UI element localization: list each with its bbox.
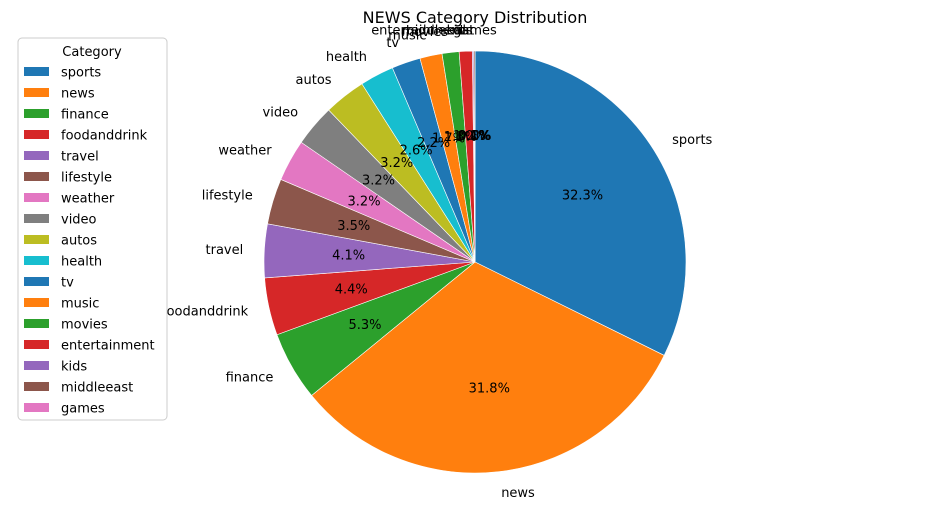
slice-percent-lifestyle: 3.5% bbox=[337, 219, 370, 234]
legend-swatch-games bbox=[24, 403, 49, 412]
legend-swatch-middleeast bbox=[24, 382, 49, 391]
legend-label-movies: movies bbox=[61, 318, 108, 333]
slice-percent-labels: 32.3%31.8%5.3%4.4%4.1%3.5%3.2%3.2%3.2%2.… bbox=[332, 129, 603, 396]
legend-label-lifestyle: lifestyle bbox=[61, 171, 112, 186]
legend-label-video: video bbox=[61, 213, 97, 228]
legend-label-finance: finance bbox=[61, 108, 109, 123]
slice-percent-games: 0.0% bbox=[458, 129, 491, 144]
slice-percent-travel: 4.1% bbox=[332, 249, 365, 264]
legend: Category sports news finance foodanddrink tr… bbox=[17, 37, 168, 421]
slice-label-movies: movies bbox=[401, 25, 448, 40]
slice-percent-finance: 5.3% bbox=[349, 318, 382, 333]
pie-slice-news bbox=[311, 261, 665, 474]
legend-frame bbox=[17, 37, 168, 421]
slice-percent-entertainment: 1.0% bbox=[453, 129, 486, 144]
legend-label-kids: kids bbox=[61, 360, 87, 375]
legend-label-travel: travel bbox=[61, 150, 99, 165]
legend-item-travel: travel bbox=[24, 150, 99, 165]
legend-swatch-autos bbox=[24, 235, 49, 244]
legend-label-foodanddrink: foodanddrink bbox=[61, 129, 148, 144]
slice-label-finance: finance bbox=[226, 371, 274, 386]
legend-item-games: games bbox=[24, 402, 105, 417]
legend-swatch-weather bbox=[24, 193, 49, 202]
legend-swatch-travel bbox=[24, 151, 49, 160]
legend-item-finance: finance bbox=[24, 108, 109, 123]
legend-items: sports news finance foodanddrink travel lifes… bbox=[24, 66, 155, 417]
legend-label-autos: autos bbox=[61, 234, 97, 249]
slice-percent-sports: 32.3% bbox=[562, 189, 603, 204]
legend-swatch-sports bbox=[24, 67, 49, 76]
chart-title: NEWS Category Distribution bbox=[363, 8, 588, 27]
pie-slice-sports bbox=[474, 50, 687, 356]
slice-percent-video: 3.2% bbox=[362, 174, 395, 189]
pie-slices bbox=[263, 50, 687, 474]
slice-label-video: video bbox=[263, 105, 299, 120]
slice-label-travel: travel bbox=[206, 243, 244, 258]
legend-item-music: music bbox=[24, 297, 99, 312]
legend-swatch-finance bbox=[24, 109, 49, 118]
legend-label-health: health bbox=[61, 255, 102, 270]
slice-label-entertainment: entertainment bbox=[371, 24, 465, 39]
slice-percent-middleeast: 0.1% bbox=[458, 129, 491, 144]
legend-item-sports: sports bbox=[24, 66, 101, 81]
legend-swatch-health bbox=[24, 256, 49, 265]
legend-label-middleeast: middleeast bbox=[61, 381, 133, 396]
legend-label-weather: weather bbox=[61, 192, 115, 207]
legend-item-middleeast: middleeast bbox=[24, 381, 133, 396]
slice-label-news: news bbox=[501, 486, 535, 501]
slice-percent-kids: 0.1% bbox=[457, 129, 490, 144]
legend-item-lifestyle: lifestyle bbox=[24, 171, 112, 186]
slice-percent-music: 1.7% bbox=[432, 132, 465, 147]
legend-label-entertainment: entertainment bbox=[61, 339, 155, 354]
legend-label-tv: tv bbox=[61, 276, 74, 291]
slice-label-music: music bbox=[388, 29, 426, 44]
legend-label-news: news bbox=[61, 87, 95, 102]
legend-swatch-kids bbox=[24, 361, 49, 370]
slice-label-foodanddrink: foodanddrink bbox=[162, 305, 249, 320]
slice-percent-health: 2.6% bbox=[400, 143, 433, 158]
legend-title: Category bbox=[62, 45, 122, 60]
legend-item-autos: autos bbox=[24, 234, 97, 249]
slice-percent-autos: 3.2% bbox=[380, 156, 413, 171]
slice-label-kids: kids bbox=[447, 23, 473, 38]
legend-label-music: music bbox=[61, 297, 99, 312]
legend-item-weather: weather bbox=[24, 192, 115, 207]
slice-label-sports: sports bbox=[672, 133, 712, 148]
legend-item-foodanddrink: foodanddrink bbox=[24, 129, 148, 144]
slice-percent-foodanddrink: 4.4% bbox=[335, 282, 368, 297]
legend-label-sports: sports bbox=[61, 66, 101, 81]
legend-item-tv: tv bbox=[24, 276, 74, 291]
legend-item-kids: kids bbox=[24, 360, 87, 375]
slice-label-middleeast: middleeast bbox=[402, 23, 474, 38]
slice-label-games: games bbox=[453, 23, 497, 38]
slice-percent-news: 31.8% bbox=[469, 381, 510, 396]
slice-percent-movies: 1.3% bbox=[444, 130, 477, 145]
legend-swatch-lifestyle bbox=[24, 172, 49, 181]
legend-swatch-tv bbox=[24, 277, 49, 286]
legend-swatch-movies bbox=[24, 319, 49, 328]
legend-item-video: video bbox=[24, 213, 97, 228]
legend-item-health: health bbox=[24, 255, 102, 270]
legend-item-news: news bbox=[24, 87, 95, 102]
slice-label-weather: weather bbox=[218, 144, 272, 159]
legend-item-entertainment: entertainment bbox=[24, 339, 155, 354]
legend-swatch-music bbox=[24, 298, 49, 307]
legend-swatch-entertainment bbox=[24, 340, 49, 349]
slice-labels: sports news finance foodanddrink travel lifes… bbox=[162, 23, 713, 501]
legend-swatch-video bbox=[24, 214, 49, 223]
slice-percent-weather: 3.2% bbox=[348, 195, 381, 210]
slice-label-tv: tv bbox=[386, 36, 399, 51]
legend-swatch-foodanddrink bbox=[24, 130, 49, 139]
legend-label-games: games bbox=[61, 402, 105, 417]
legend-swatch-news bbox=[24, 88, 49, 97]
slice-label-lifestyle: lifestyle bbox=[202, 189, 253, 204]
slice-percent-tv: 2.2% bbox=[417, 136, 450, 151]
legend-item-movies: movies bbox=[24, 318, 108, 333]
slice-label-autos: autos bbox=[296, 73, 332, 88]
slice-label-health: health bbox=[326, 50, 367, 65]
